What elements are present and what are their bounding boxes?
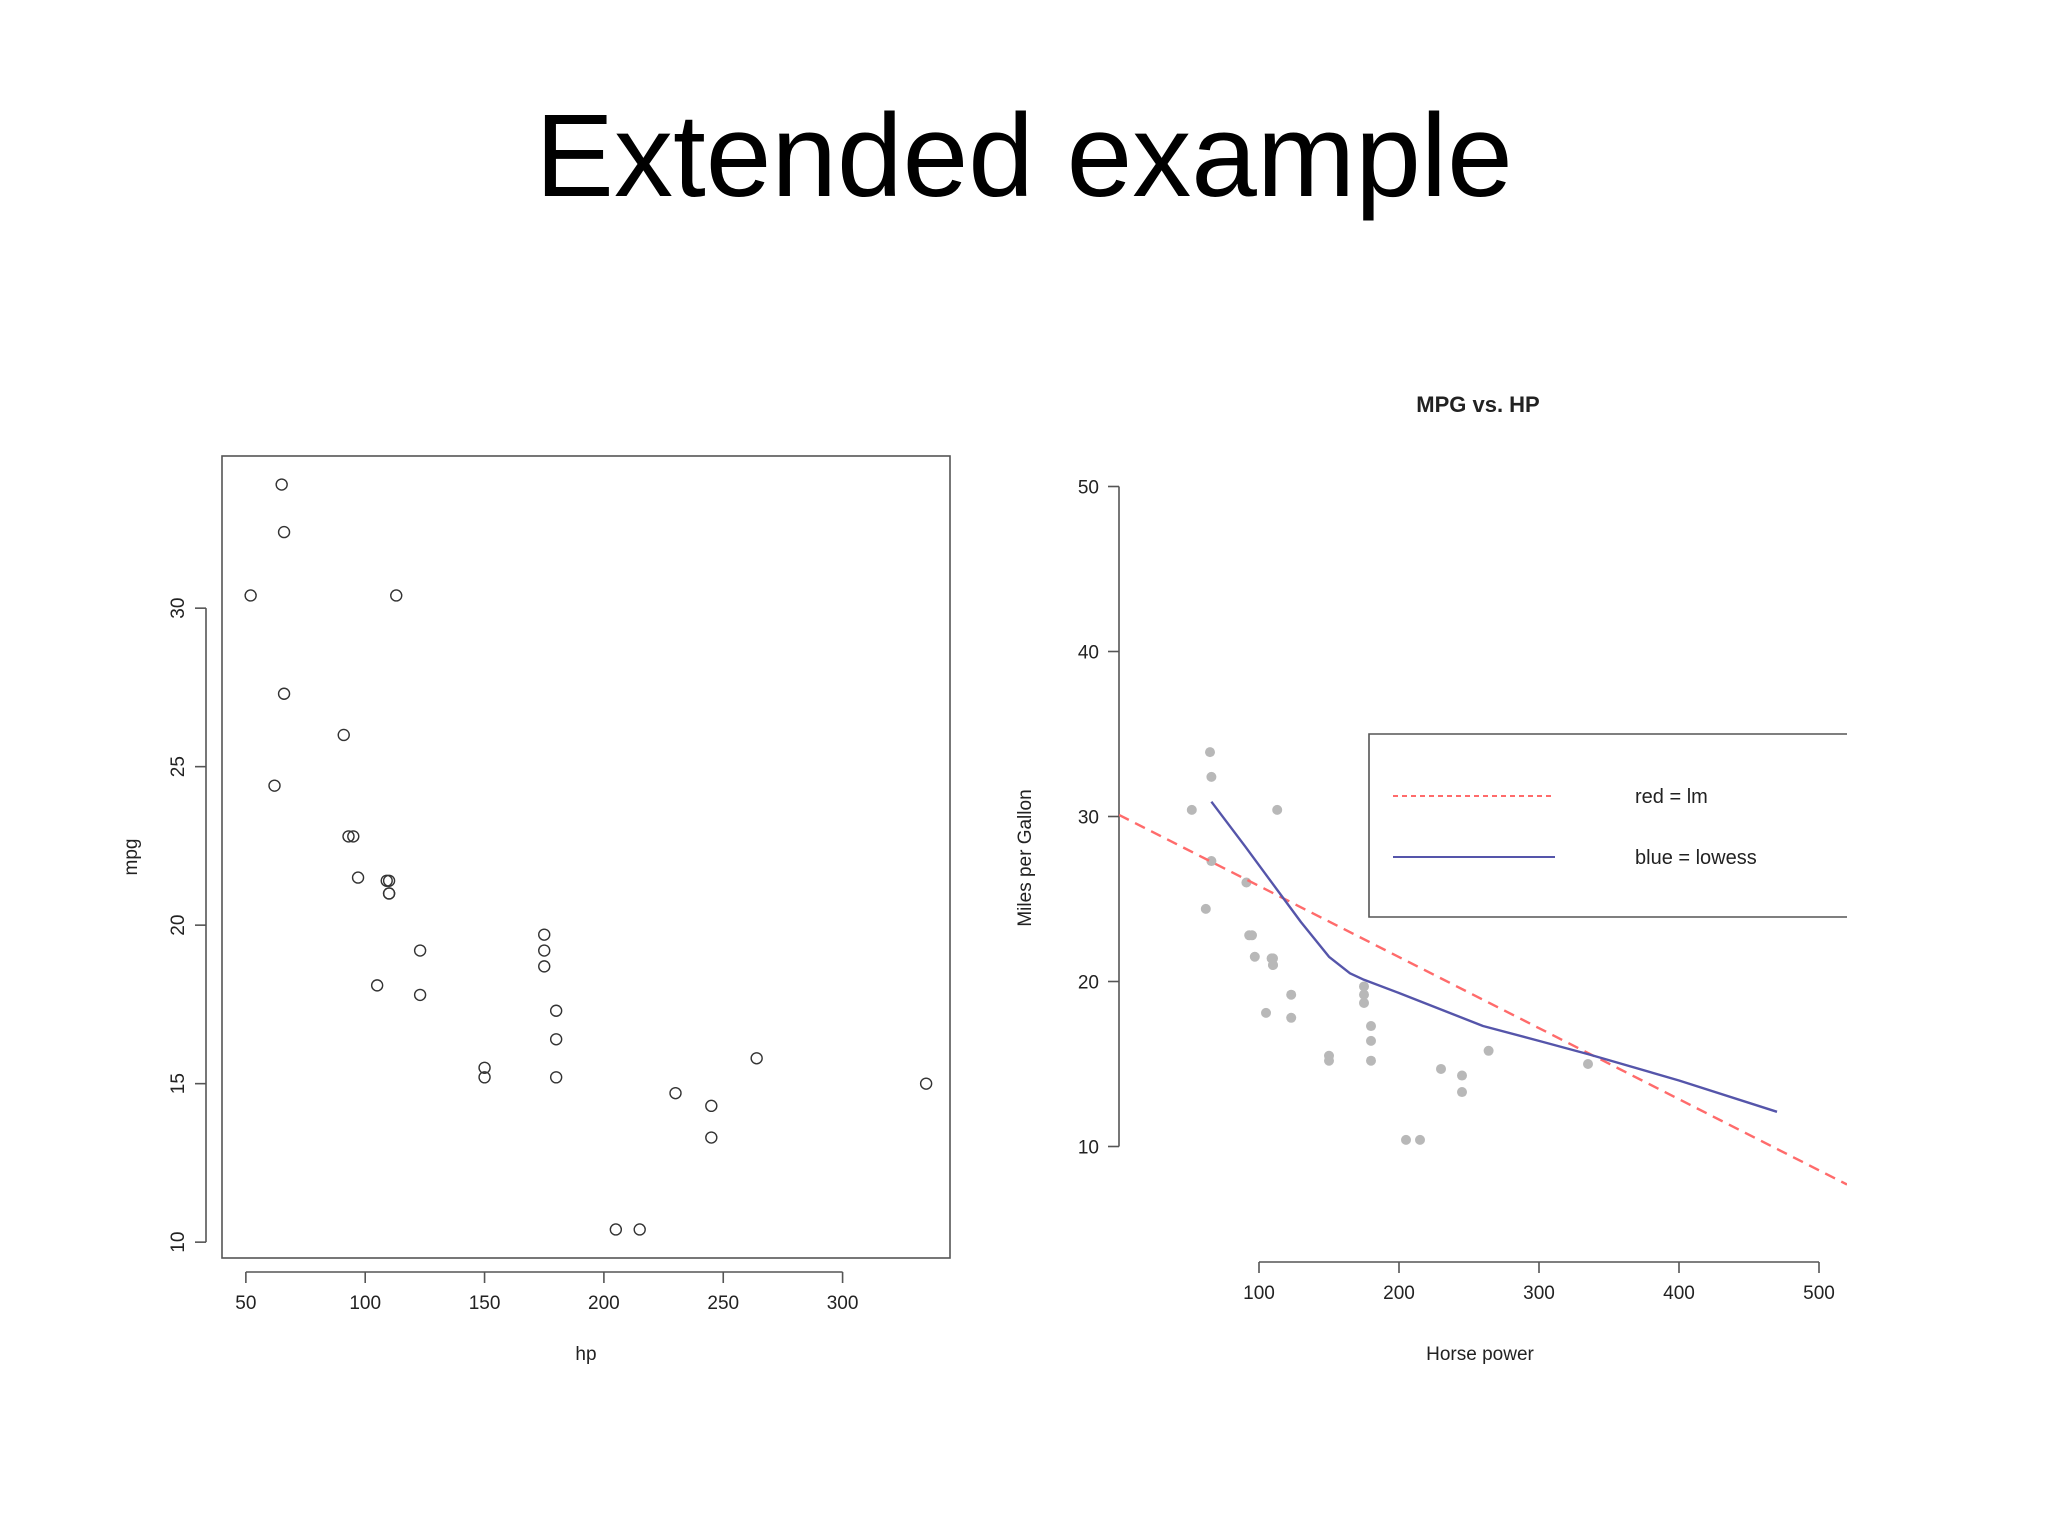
right-data-point	[1436, 1063, 1446, 1074]
left-x-axis-label: hp	[575, 1344, 596, 1365]
left-data-point	[538, 944, 551, 957]
lm-fit-line	[1119, 813, 1847, 1186]
left-data-point	[277, 525, 291, 539]
left-data-point	[538, 928, 551, 941]
right-y-tick-label: 20	[1078, 973, 1099, 994]
left-data-point	[351, 871, 365, 884]
left-data-point	[478, 1061, 491, 1075]
right-x-tick-label: 500	[1803, 1283, 1835, 1304]
right-x-tick-label: 200	[1383, 1283, 1415, 1304]
right-x-axis-label: Horse power	[1426, 1344, 1534, 1365]
left-y-axis-label: mpg	[121, 839, 142, 876]
legend: red = lm blue = lowess	[1368, 733, 1847, 918]
right-scatter-chart: MPG vs. HP 100 200 300 400 500 10 20 30 40 50 Hor…	[1015, 392, 1847, 1365]
right-x-tick-label: 100	[1243, 1283, 1275, 1304]
right-y-tick-label: 10	[1078, 1138, 1099, 1159]
right-data-point	[1249, 951, 1260, 962]
right-axes: 100 200 300 400 500 10 20 30 40 50	[1078, 478, 1835, 1305]
left-data-point	[549, 1071, 563, 1084]
right-data-point	[1366, 1021, 1376, 1032]
left-x-tick-label: 250	[707, 1293, 739, 1314]
right-data-point	[1261, 1007, 1271, 1018]
left-data-point	[370, 979, 384, 992]
right-x-tick-label: 300	[1523, 1283, 1555, 1304]
right-data-point	[1266, 953, 1277, 964]
left-data-point	[609, 1223, 623, 1236]
right-data-point	[1366, 1055, 1376, 1066]
legend-lowess-label: blue = lowess	[1635, 847, 1757, 869]
legend-box	[1368, 733, 1847, 918]
lowess-fit-line	[1210, 800, 1778, 1113]
left-data-point	[669, 1086, 682, 1100]
right-data-point	[1457, 1087, 1467, 1098]
right-data-point	[1206, 856, 1217, 867]
right-data-point	[1286, 1012, 1297, 1023]
left-data-point	[347, 830, 360, 843]
left-data-point	[342, 830, 355, 843]
left-scatter-chart: 50 100 150 200 250 300 10 15 20 25 30 hp mpg	[121, 455, 951, 1365]
left-y-tick-label: 25	[168, 756, 189, 777]
left-data-point	[268, 779, 281, 792]
left-data-point	[337, 728, 350, 742]
left-data-point	[478, 1071, 491, 1084]
left-y-tick-label: 30	[168, 598, 189, 619]
left-data-point	[413, 944, 427, 957]
left-data-point	[382, 874, 396, 887]
left-x-tick-label: 150	[469, 1293, 501, 1314]
right-data-point	[1457, 1070, 1467, 1081]
right-data-point	[1186, 804, 1197, 815]
left-data-point	[277, 687, 291, 700]
left-y-tick-label: 10	[168, 1232, 189, 1253]
left-data-point	[750, 1052, 763, 1065]
right-data-point	[1359, 981, 1369, 992]
left-data-point	[705, 1131, 718, 1144]
right-x-tick-label: 400	[1663, 1283, 1695, 1304]
left-data-point	[380, 874, 393, 887]
slide-title: Extended example	[535, 90, 1513, 222]
right-data-point	[1366, 1035, 1376, 1046]
left-data-point	[919, 1077, 933, 1090]
right-data-point	[1415, 1134, 1425, 1145]
left-axes: 50 100 150 200 250 300 10 15 20 25 30	[168, 598, 858, 1314]
left-y-tick-label: 20	[168, 915, 189, 936]
right-data-point	[1205, 747, 1215, 758]
left-x-tick-label: 100	[349, 1293, 381, 1314]
left-data-point	[275, 478, 288, 491]
right-data-point	[1272, 804, 1283, 815]
right-data-point	[1401, 1134, 1411, 1145]
right-data-point	[1359, 997, 1369, 1008]
left-data-point	[382, 887, 396, 900]
right-data-point	[1324, 1055, 1334, 1066]
left-data-point	[633, 1223, 646, 1236]
right-data-point	[1200, 903, 1211, 914]
right-data-point	[1359, 989, 1369, 1000]
left-data-point	[413, 988, 427, 1002]
right-chart-title: MPG vs. HP	[1416, 392, 1539, 417]
right-points	[1186, 747, 1593, 1145]
left-y-tick-label: 15	[168, 1073, 189, 1094]
legend-lm-label: red = lm	[1635, 786, 1708, 808]
left-data-point	[538, 960, 551, 973]
right-y-tick-label: 30	[1078, 808, 1099, 829]
right-data-point	[1247, 930, 1257, 941]
left-plot-frame	[221, 455, 951, 1259]
left-x-tick-label: 200	[588, 1293, 620, 1314]
right-y-tick-label: 40	[1078, 643, 1099, 664]
right-y-tick-label: 50	[1078, 478, 1099, 499]
left-data-point	[549, 1004, 563, 1017]
left-data-point	[549, 1033, 563, 1046]
right-y-axis-label: Miles per Gallon	[1015, 789, 1036, 926]
left-x-tick-label: 300	[827, 1293, 859, 1314]
left-data-point	[390, 589, 403, 602]
left-x-tick-label: 50	[235, 1293, 256, 1314]
left-data-point	[244, 589, 257, 602]
right-data-point	[1286, 989, 1297, 1000]
right-data-point	[1483, 1045, 1494, 1056]
right-data-point	[1206, 771, 1217, 782]
right-fit-lines	[1119, 800, 1847, 1186]
left-data-point	[705, 1099, 718, 1113]
left-points	[244, 478, 933, 1236]
right-data-point	[1583, 1059, 1593, 1069]
